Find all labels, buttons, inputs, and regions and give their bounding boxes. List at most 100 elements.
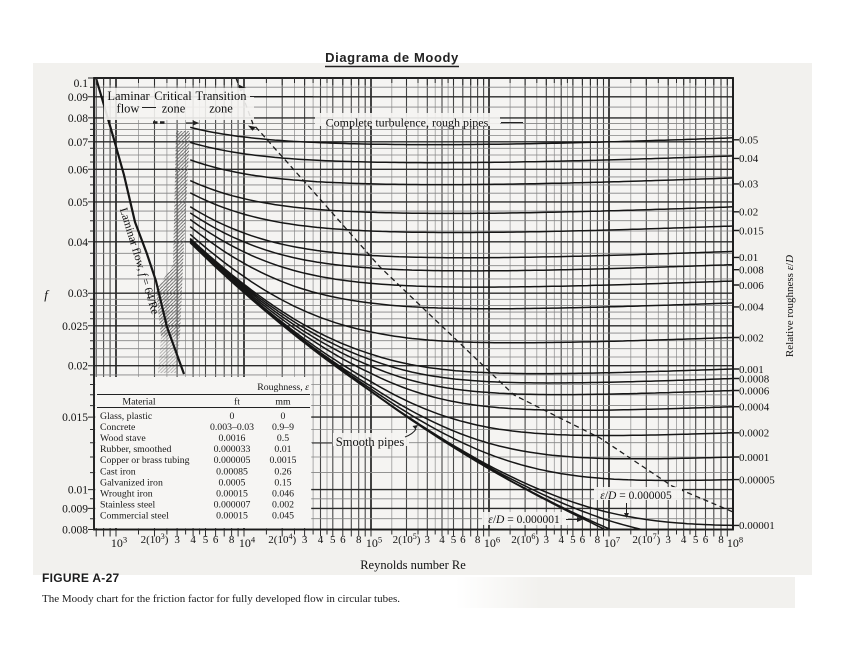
svg-text:Wrought iron: Wrought iron xyxy=(100,489,153,500)
svg-text:0.26: 0.26 xyxy=(274,466,291,477)
svg-text:0.008: 0.008 xyxy=(62,525,88,537)
svg-text:0.0001: 0.0001 xyxy=(739,452,769,464)
svg-text:0.046: 0.046 xyxy=(272,489,294,500)
svg-text:8: 8 xyxy=(595,534,601,546)
svg-text:0: 0 xyxy=(230,411,235,422)
svg-text:0.03: 0.03 xyxy=(739,179,759,191)
svg-text:0.00085: 0.00085 xyxy=(216,466,248,477)
svg-text:0.008: 0.008 xyxy=(739,264,764,276)
svg-text:0.009: 0.009 xyxy=(62,503,88,515)
svg-text:0.03: 0.03 xyxy=(68,288,88,300)
svg-text:Stainless steel: Stainless steel xyxy=(100,500,156,511)
svg-text:Reynolds number Re: Reynolds number Re xyxy=(360,558,466,572)
svg-text:0.001: 0.001 xyxy=(739,364,764,376)
svg-text:Diagrama de Moody: Diagrama de Moody xyxy=(325,50,459,65)
svg-text:2(107): 2(107) xyxy=(632,532,660,546)
svg-text:5: 5 xyxy=(451,534,457,546)
svg-text:0.1: 0.1 xyxy=(74,78,89,90)
svg-text:6: 6 xyxy=(703,534,709,546)
svg-text:Complete turbulence, rough pip: Complete turbulence, rough pipes xyxy=(326,116,489,130)
svg-text:zone: zone xyxy=(209,102,233,116)
svg-text:flow: flow xyxy=(117,102,140,116)
svg-text:0.0016: 0.0016 xyxy=(219,433,246,444)
svg-text:mm: mm xyxy=(275,397,291,408)
svg-text:0.05: 0.05 xyxy=(739,135,759,147)
svg-text:0.025: 0.025 xyxy=(62,321,88,333)
svg-text:8: 8 xyxy=(475,534,481,546)
svg-text:0.01: 0.01 xyxy=(274,444,291,455)
svg-text:3: 3 xyxy=(665,534,671,546)
svg-text:0: 0 xyxy=(281,411,286,422)
svg-text:Transition: Transition xyxy=(196,89,248,103)
svg-text:Wood stave: Wood stave xyxy=(100,433,146,444)
svg-text:Roughness, ε: Roughness, ε xyxy=(257,382,309,393)
svg-text:0.05: 0.05 xyxy=(68,197,88,209)
svg-text:0.9–9: 0.9–9 xyxy=(272,422,294,433)
svg-text:6: 6 xyxy=(340,534,346,546)
svg-text:FIGURE A-27: FIGURE A-27 xyxy=(42,571,120,585)
svg-text:0.02: 0.02 xyxy=(739,207,758,219)
svg-text:Smooth pipes: Smooth pipes xyxy=(336,435,405,449)
svg-text:Copper or brass tubing: Copper or brass tubing xyxy=(100,455,190,466)
svg-text:0.000005: 0.000005 xyxy=(214,455,251,466)
svg-text:6: 6 xyxy=(213,534,219,546)
svg-text:0.15: 0.15 xyxy=(274,477,291,488)
svg-text:4: 4 xyxy=(439,534,445,546)
svg-text:0.003–0.03: 0.003–0.03 xyxy=(210,422,254,433)
svg-text:0.0008: 0.0008 xyxy=(739,373,770,385)
svg-text:0.00015: 0.00015 xyxy=(216,511,248,522)
svg-text:Commercial steel: Commercial steel xyxy=(100,511,169,522)
svg-text:Concrete: Concrete xyxy=(100,422,136,433)
svg-text:0.006: 0.006 xyxy=(739,280,764,292)
svg-text:0.0015: 0.0015 xyxy=(270,455,297,466)
svg-text:0.0006: 0.0006 xyxy=(739,385,770,397)
svg-text:0.000033: 0.000033 xyxy=(214,444,251,455)
svg-text:3: 3 xyxy=(302,534,308,546)
svg-text:0.06: 0.06 xyxy=(68,164,88,176)
svg-text:0.08: 0.08 xyxy=(68,113,88,125)
svg-text:Relative roughness ε/D: Relative roughness ε/D xyxy=(784,255,796,357)
svg-text:The Moody chart for the fricti: The Moody chart for the friction factor … xyxy=(42,593,400,605)
svg-text:5: 5 xyxy=(203,534,209,546)
svg-text:2(105): 2(105) xyxy=(393,532,421,546)
svg-text:6: 6 xyxy=(460,534,466,546)
svg-text:0.000007: 0.000007 xyxy=(214,500,251,511)
svg-text:0.0004: 0.0004 xyxy=(739,402,770,414)
svg-text:5: 5 xyxy=(330,534,336,546)
svg-text:Glass, plastic: Glass, plastic xyxy=(100,411,153,422)
svg-text:ε/D = 0.000005: ε/D = 0.000005 xyxy=(600,490,672,502)
svg-text:4: 4 xyxy=(681,534,687,546)
svg-text:0.00015: 0.00015 xyxy=(216,489,248,500)
svg-text:0.015: 0.015 xyxy=(62,412,88,424)
svg-text:0.04: 0.04 xyxy=(68,237,88,249)
svg-text:0.002: 0.002 xyxy=(272,500,294,511)
svg-text:Critical: Critical xyxy=(154,89,192,103)
svg-text:5: 5 xyxy=(693,534,699,546)
svg-text:6: 6 xyxy=(580,534,586,546)
svg-text:3: 3 xyxy=(544,534,550,546)
svg-text:0.002: 0.002 xyxy=(739,332,764,344)
svg-text:0.02: 0.02 xyxy=(68,361,88,373)
svg-text:0.09: 0.09 xyxy=(68,92,88,104)
svg-text:ε/D = 0.000001: ε/D = 0.000001 xyxy=(488,514,560,526)
svg-text:8: 8 xyxy=(356,534,362,546)
svg-text:0.0005: 0.0005 xyxy=(219,477,246,488)
svg-text:0.5: 0.5 xyxy=(277,433,289,444)
svg-text:2(103): 2(103) xyxy=(141,532,169,546)
svg-text:0.01: 0.01 xyxy=(739,252,758,264)
svg-text:0.00001: 0.00001 xyxy=(739,520,775,532)
svg-text:0.004: 0.004 xyxy=(739,302,764,314)
svg-text:0.0002: 0.0002 xyxy=(739,428,769,440)
svg-text:0.00005: 0.00005 xyxy=(739,474,775,486)
svg-text:0.015: 0.015 xyxy=(739,225,764,237)
svg-text:Material: Material xyxy=(122,397,155,408)
svg-text:f: f xyxy=(44,287,50,302)
svg-text:0.01: 0.01 xyxy=(68,485,88,497)
svg-text:Cast iron: Cast iron xyxy=(100,466,136,477)
svg-text:zone: zone xyxy=(162,102,186,116)
svg-text:0.045: 0.045 xyxy=(272,511,294,522)
svg-text:4: 4 xyxy=(318,534,324,546)
svg-text:0.07: 0.07 xyxy=(68,137,88,149)
svg-text:3: 3 xyxy=(425,534,431,546)
svg-text:5: 5 xyxy=(570,534,576,546)
